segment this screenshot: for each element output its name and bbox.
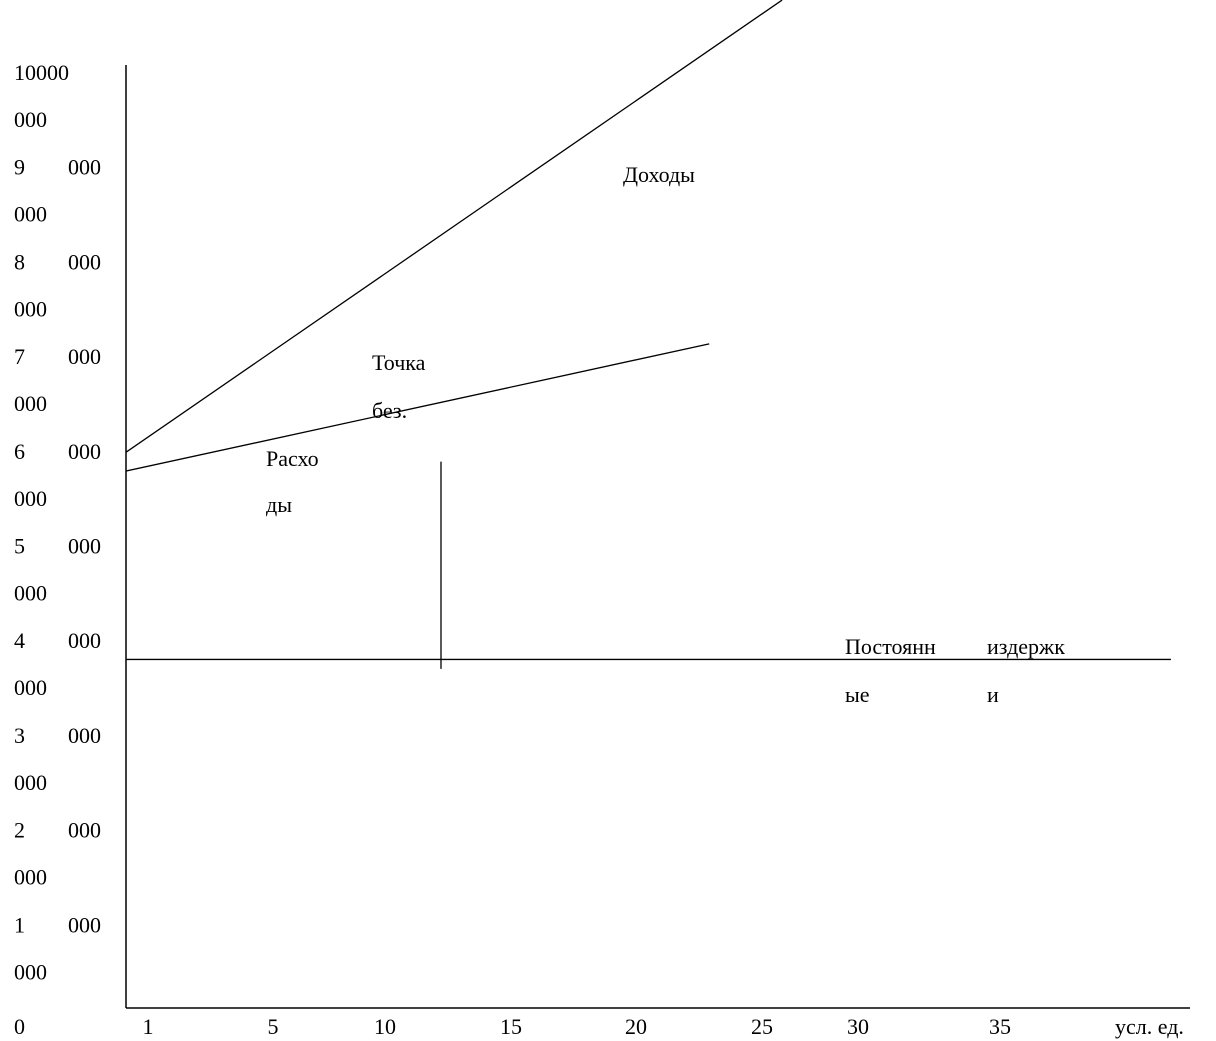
x-tick-label: 30 — [847, 1014, 869, 1039]
y-tick-label: 000 — [68, 534, 101, 559]
y-tick-label: 000 — [14, 675, 47, 700]
breakeven-annotation: без. — [372, 398, 407, 423]
y-tick-label: 000 — [14, 486, 47, 511]
costs-annotation: Расхо — [266, 446, 319, 471]
y-tick-label: 000 — [68, 155, 101, 180]
y-tick-label: 000 — [14, 391, 47, 416]
y-tick-label: 000 — [68, 628, 101, 653]
y-tick-label: 000 — [68, 723, 101, 748]
fixed-costs-annotation: Постоянн — [845, 634, 936, 659]
revenue-line — [125, 0, 783, 453]
y-tick-label: 0 — [14, 1014, 25, 1039]
y-tick-label: 000 — [68, 818, 101, 843]
fixed-costs-annotation: ые — [845, 682, 870, 707]
chart-annotations: Доходы Расхо ды Точка без. Постоянн ые издержк и — [266, 162, 1065, 707]
y-tick-label: 000 — [14, 107, 47, 132]
y-tick-label: 000 — [14, 296, 47, 321]
x-tick-label: 1 — [143, 1014, 154, 1039]
y-tick-label: 000 — [14, 581, 47, 606]
x-tick-label: 35 — [989, 1014, 1011, 1039]
x-tick-labels: 1 5 10 15 20 25 30 35 — [143, 1014, 1012, 1039]
breakeven-annotation: Точка — [372, 350, 426, 375]
chart-axes — [125, 65, 1190, 1009]
y-tick-label: 2 — [14, 818, 25, 843]
y-tick-label: 3 — [14, 723, 25, 748]
y-tick-label: 000 — [68, 344, 101, 369]
fixed-costs-annotation: издержк — [987, 634, 1065, 659]
y-tick-label: 10000 — [14, 60, 69, 85]
chart-series — [125, 0, 1171, 669]
x-unit-label: усл. ед. — [1115, 1014, 1184, 1039]
y-tick-label: 000 — [68, 439, 101, 464]
y-tick-label: 000 — [14, 770, 47, 795]
fixed-costs-annotation: и — [987, 682, 999, 707]
y-tick-label: 000 — [14, 959, 47, 984]
y-tick-label: 000 — [14, 865, 47, 890]
x-tick-label: 5 — [268, 1014, 279, 1039]
costs-line — [125, 343, 710, 472]
x-tick-label: 25 — [751, 1014, 773, 1039]
y-tick-label: 5 — [14, 534, 25, 559]
x-tick-label: 20 — [625, 1014, 647, 1039]
x-tick-label: 15 — [500, 1014, 522, 1039]
y-tick-label: 8 — [14, 249, 25, 274]
revenue-annotation: Доходы — [623, 162, 695, 187]
y-tick-label: 6 — [14, 439, 25, 464]
y-tick-label: 9 — [14, 155, 25, 180]
y-tick-label: 4 — [14, 628, 25, 653]
x-tick-label: 10 — [374, 1014, 396, 1039]
y-tick-label: 000 — [68, 912, 101, 937]
y-tick-label: 1 — [14, 912, 25, 937]
costs-annotation: ды — [266, 492, 292, 517]
y-tick-label: 7 — [14, 344, 25, 369]
y-tick-label: 000 — [68, 249, 101, 274]
y-tick-label: 000 — [14, 202, 47, 227]
